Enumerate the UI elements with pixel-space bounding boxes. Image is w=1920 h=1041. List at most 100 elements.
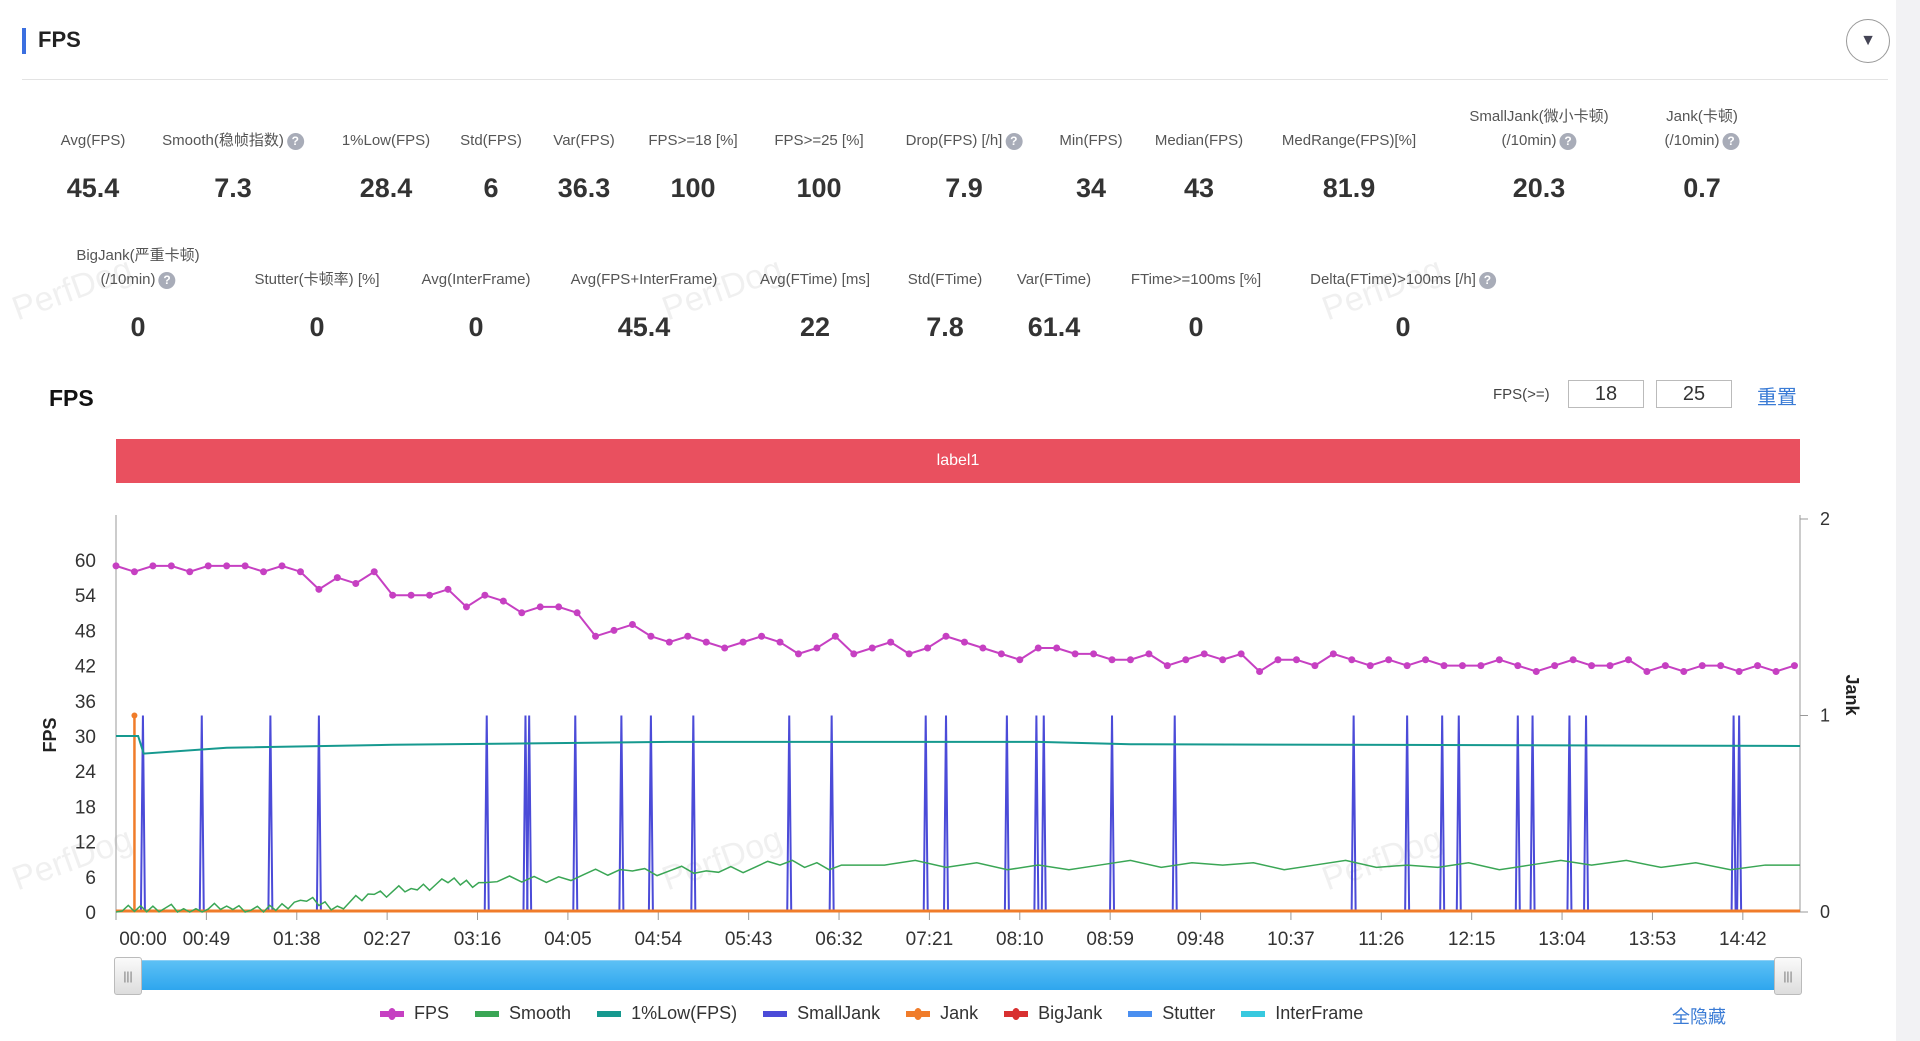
slider-right-handle[interactable]: ||| [1774, 957, 1802, 995]
fps-point [1772, 667, 1780, 675]
stat-min-fps: Min(FPS) 34 [1059, 129, 1122, 204]
fps-point [1661, 662, 1669, 670]
fps-point [905, 650, 913, 658]
fps-point [1735, 667, 1743, 675]
y-tick-label: 42 [75, 657, 96, 678]
fps-point [112, 562, 120, 570]
y2-tick-label: 1 [1820, 706, 1830, 726]
fps-threshold-1-input[interactable] [1568, 380, 1644, 408]
smalljank-spike [1350, 715, 1357, 913]
legend-item-interframe[interactable]: InterFrame [1241, 1003, 1363, 1024]
stat-smooth: Smooth(稳帧指数)? 7.3 [162, 129, 304, 204]
smalljank-spike [647, 715, 654, 913]
smooth-line [115, 859, 1800, 914]
legend-item-stutter[interactable]: Stutter [1128, 1003, 1215, 1024]
fps-point [1348, 656, 1356, 664]
stat-std-fps: Std(FPS) 6 [460, 129, 522, 204]
x-tick-label: 14:42 [1719, 929, 1767, 950]
legend-label: InterFrame [1275, 1003, 1364, 1023]
legend-item-fps[interactable]: FPS [380, 1003, 449, 1024]
fps-point [333, 574, 341, 582]
legend-swatch-icon [597, 1010, 622, 1017]
legend-swatch-icon [763, 1010, 788, 1017]
collapse-button[interactable]: ▼ [1846, 19, 1890, 63]
fps-point [831, 632, 839, 640]
x-tick-label: 08:59 [1086, 929, 1134, 950]
stat-value: 22 [799, 312, 831, 342]
stat-label: Stutter(卡顿率) [%] [254, 271, 380, 288]
smalljank-spike [1566, 715, 1573, 913]
legend-item-jank[interactable]: Jank [906, 1003, 978, 1024]
fps-point [573, 609, 581, 617]
help-icon[interactable]: ? [1559, 132, 1577, 150]
fps-point [1717, 662, 1725, 670]
legend-item-smooth[interactable]: Smooth [475, 1003, 571, 1024]
y-tick-label: 48 [75, 621, 96, 642]
fps-point [1680, 667, 1688, 675]
fps-point [1163, 662, 1171, 670]
fps-point [444, 585, 452, 593]
stat-label: Avg(InterFrame) [421, 271, 531, 288]
legend-swatch-icon [475, 1010, 500, 1017]
y2-tick-label: 2 [1820, 509, 1830, 529]
fps-point [1403, 662, 1411, 670]
legend-item-1lowfps[interactable]: 1%Low(FPS) [597, 1003, 737, 1024]
stat-1-low-fps: 1%Low(FPS) 28.4 [342, 129, 430, 204]
stat-label: Min(FPS) [1059, 132, 1123, 149]
fps-point [1108, 656, 1116, 664]
fps-point [1329, 650, 1337, 658]
stat-value: 6 [483, 173, 499, 203]
smalljank-spike [526, 715, 533, 913]
fps-point [149, 562, 157, 570]
stat-label: 1%Low(FPS) [341, 132, 431, 149]
fps-line [115, 564, 1795, 673]
stat-value: 100 [670, 173, 716, 203]
section-title: FPS [38, 27, 81, 52]
fps-point [352, 579, 360, 587]
fps-point [1034, 644, 1042, 652]
help-icon[interactable]: ? [158, 271, 176, 289]
jank-point [131, 712, 138, 719]
x-tick-label: 07:21 [906, 929, 954, 950]
fps-point [315, 585, 323, 593]
stat-label-unit: (/10min) [1501, 132, 1557, 149]
fps-point [260, 568, 268, 576]
time-range-slider[interactable]: ||| ||| [114, 957, 1802, 995]
help-icon[interactable]: ? [286, 132, 304, 150]
help-icon[interactable]: ? [1722, 132, 1740, 150]
smalljank-spike [1003, 715, 1010, 913]
legend-label: FPS [414, 1003, 450, 1023]
help-icon[interactable]: ? [1005, 132, 1023, 150]
help-icon[interactable]: ? [1478, 271, 1496, 289]
stat-delta-ftime-100ms-h: Delta(FTime)>100ms [/h]? 0 [1310, 268, 1496, 343]
y-tick-label: 0 [85, 903, 96, 924]
stat-value: 34 [1075, 173, 1107, 203]
smalljank-spike [315, 715, 322, 913]
x-tick-label: 03:16 [454, 929, 502, 950]
fps-point [1126, 656, 1134, 664]
stat-value: 0.7 [1683, 173, 1721, 203]
x-tick-label: 09:48 [1177, 929, 1225, 950]
smalljank-spike [522, 715, 529, 913]
legend-item-smalljank[interactable]: SmallJank [763, 1003, 880, 1024]
stat-value: 0 [1395, 312, 1411, 342]
stat-label: Avg(FPS) [60, 132, 126, 149]
label-bar[interactable]: label1 [116, 439, 1800, 483]
fps-threshold-2-input[interactable] [1656, 380, 1732, 408]
slider-left-handle[interactable]: ||| [114, 957, 142, 995]
page-scrollbar[interactable] [1896, 0, 1920, 1041]
divider [22, 79, 1888, 80]
legend-item-bigjank[interactable]: BigJank [1004, 1003, 1102, 1024]
stat-label: Var(FTime) [1016, 271, 1092, 288]
fps-point [1532, 667, 1540, 675]
fps-point [1495, 656, 1503, 664]
fps-point [1145, 650, 1153, 658]
hide-all-button[interactable]: 全隐藏 [1672, 1007, 1726, 1027]
reset-button[interactable]: 重置 [1757, 387, 1797, 409]
fps-point [592, 632, 600, 640]
fps-point [1200, 650, 1208, 658]
fps-point [1698, 662, 1706, 670]
fps-point [1514, 662, 1522, 670]
x-tick-label: 05:43 [725, 929, 773, 950]
